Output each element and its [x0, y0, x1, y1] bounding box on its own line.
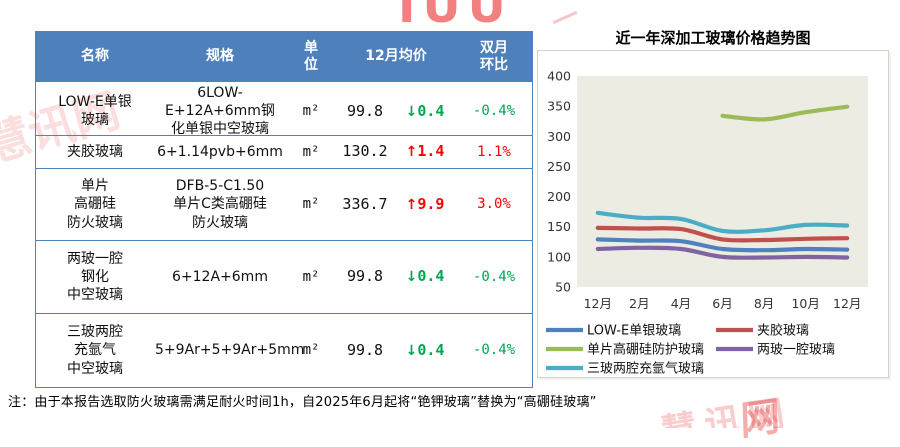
- cell-change: ↑9.9: [394, 193, 456, 217]
- x-tick-label: 12月: [584, 296, 612, 311]
- cell-spec: DFB-5-C1.50 单片C类高硼硅 防火玻璃: [173, 178, 267, 231]
- cell-price: 99.8: [346, 267, 384, 286]
- cell-unit: m²: [302, 268, 320, 285]
- legend-label-series-2: 单片高硼硅防护玻璃: [587, 342, 704, 358]
- cell-name: 三玻两腔 充氩气 中空玻璃: [67, 324, 123, 377]
- header-avg-price: 12月均价: [365, 48, 427, 65]
- price-table: 名称 规格 单 位 12月均价 双月 环比 LOW-E单银 玻璃 6LOW-E+1…: [35, 31, 533, 388]
- table-note: 注：由于本报告选取防火玻璃需满足耐火时间1h，自2025年6月起将“铯钾玻璃”替…: [8, 395, 597, 410]
- table-row: LOW-E单银 玻璃 6LOW-E+12A+6mm钢 化单银中空玻璃 m² 99.8 ↓…: [36, 82, 532, 137]
- cell-pct: -0.4%: [472, 103, 516, 120]
- cell-name: 两玻一腔 钢化 中空玻璃: [67, 250, 123, 304]
- table-row: 三玻两腔 充氩气 中空玻璃 5+9Ar+5+9Ar+5mm m² 99.8 ↓0.4 -0…: [36, 313, 532, 387]
- change-value: 0.4: [417, 101, 445, 120]
- cell-price: 99.8: [346, 101, 384, 120]
- cell-change: ↑1.4: [394, 140, 456, 164]
- legend-label-series-1: 夹胶玻璃: [757, 323, 809, 339]
- table-body: LOW-E单银 玻璃 6LOW-E+12A+6mm钢 化单银中空玻璃 m² 99.8 ↓…: [36, 82, 532, 387]
- chart-line-series-3: [595, 245, 850, 260]
- watermark-swirl: [552, 10, 578, 25]
- down-arrow-icon: ↓: [405, 103, 418, 120]
- table-row: 夹胶玻璃 6+1.14pvb+6mm m² 130.2 ↑1.4 1.1%: [36, 135, 532, 168]
- cell-price: 336.7: [342, 194, 388, 213]
- chart-line-series-4: [595, 210, 850, 234]
- y-tick-label: 350: [547, 99, 571, 114]
- x-tick-label: 2月: [629, 296, 649, 311]
- chart-title: 近一年深加工玻璃价格趋势图: [615, 29, 811, 47]
- cell-change: ↓0.4: [394, 265, 456, 289]
- cell-unit: m²: [302, 103, 320, 120]
- watermark-top-text: IUU: [398, 0, 513, 29]
- trend-chart-svg: 400 350 300 250 200 150 100 50 12月 2月 4月 6月 8月 10月 12月…: [546, 69, 868, 377]
- cell-unit: m²: [302, 143, 320, 160]
- header-ratio: 双月 环比: [480, 39, 508, 74]
- cell-pct: 3.0%: [477, 196, 511, 213]
- cell-name: 单片 高硼硅 防火玻璃: [67, 178, 123, 231]
- legend-label-series-4: 三玻两腔充氩气玻璃: [587, 361, 704, 377]
- change-value: 9.9: [417, 194, 445, 213]
- cell-price: 99.8: [346, 340, 384, 359]
- cell-name: 夹胶玻璃: [67, 143, 123, 160]
- cell-spec: 6LOW-E+12A+6mm钢 化单银中空玻璃: [165, 85, 275, 138]
- header-unit: 单 位: [304, 39, 318, 74]
- down-arrow-icon: ↓: [405, 342, 418, 359]
- chart-line-series-1: [595, 225, 850, 243]
- watermark-top-logo: IUU: [398, 0, 583, 29]
- change-value: 0.4: [417, 340, 445, 359]
- legend-label-series-3: 两玻一腔玻璃: [757, 343, 835, 358]
- cell-pct: -0.4%: [472, 268, 516, 285]
- legend-label-series-0: LOW-E单银玻璃: [587, 324, 681, 339]
- change-value: 1.4: [417, 142, 445, 161]
- header-name: 名称: [81, 48, 109, 65]
- table-row: 两玻一腔 钢化 中空玻璃 6+12A+6mm m² 99.8 ↓0.4 -0.4%: [36, 240, 532, 313]
- y-tick-label: 100: [547, 249, 571, 264]
- cell-change: ↓0.4: [394, 100, 456, 124]
- x-tick-label: 4月: [671, 296, 691, 311]
- watermark-corner: 网: [739, 393, 781, 445]
- y-tick-label: 50: [555, 280, 571, 295]
- y-tick-label: 150: [547, 219, 571, 234]
- down-arrow-icon: ↓: [405, 269, 418, 286]
- table-header-row: 名称 规格 单 位 12月均价 双月 环比: [36, 32, 532, 82]
- up-arrow-icon: ↑: [405, 144, 418, 161]
- cell-price: 130.2: [342, 142, 388, 161]
- trend-chart-panel: 400 350 300 250 200 150 100 50 12月 2月 4月 6月 8月 10月 12月…: [537, 50, 889, 378]
- x-tick-label: 6月: [712, 296, 732, 311]
- y-tick-label: 300: [547, 129, 571, 144]
- header-spec: 规格: [206, 48, 234, 65]
- cell-change: ↓0.4: [394, 339, 456, 363]
- up-arrow-icon: ↑: [405, 196, 418, 213]
- x-tick-label: 8月: [754, 296, 774, 311]
- cell-unit: m²: [302, 196, 320, 213]
- cell-spec: 5+9Ar+5+9Ar+5mm: [155, 342, 305, 359]
- y-tick-label: 400: [547, 69, 571, 84]
- cell-pct: 1.1%: [477, 143, 511, 160]
- x-tick-label: 10月: [791, 296, 819, 311]
- cell-pct: -0.4%: [472, 342, 516, 359]
- chart-line-series-0: [595, 237, 850, 253]
- cell-spec: 6+1.14pvb+6mm: [157, 143, 283, 160]
- table-row: 单片 高硼硅 防火玻璃 DFB-5-C1.50 单片C类高硼硅 防火玻璃 m² 336…: [36, 168, 532, 240]
- cell-name: LOW-E单银 玻璃: [58, 94, 132, 129]
- y-tick-label: 250: [547, 159, 571, 174]
- change-value: 0.4: [417, 267, 445, 286]
- cell-unit: m²: [302, 342, 320, 359]
- chart-line-series-2: [720, 104, 850, 122]
- x-tick-label: 12月: [833, 296, 861, 311]
- cell-spec: 6+12A+6mm: [172, 268, 268, 285]
- y-tick-label: 200: [547, 189, 571, 204]
